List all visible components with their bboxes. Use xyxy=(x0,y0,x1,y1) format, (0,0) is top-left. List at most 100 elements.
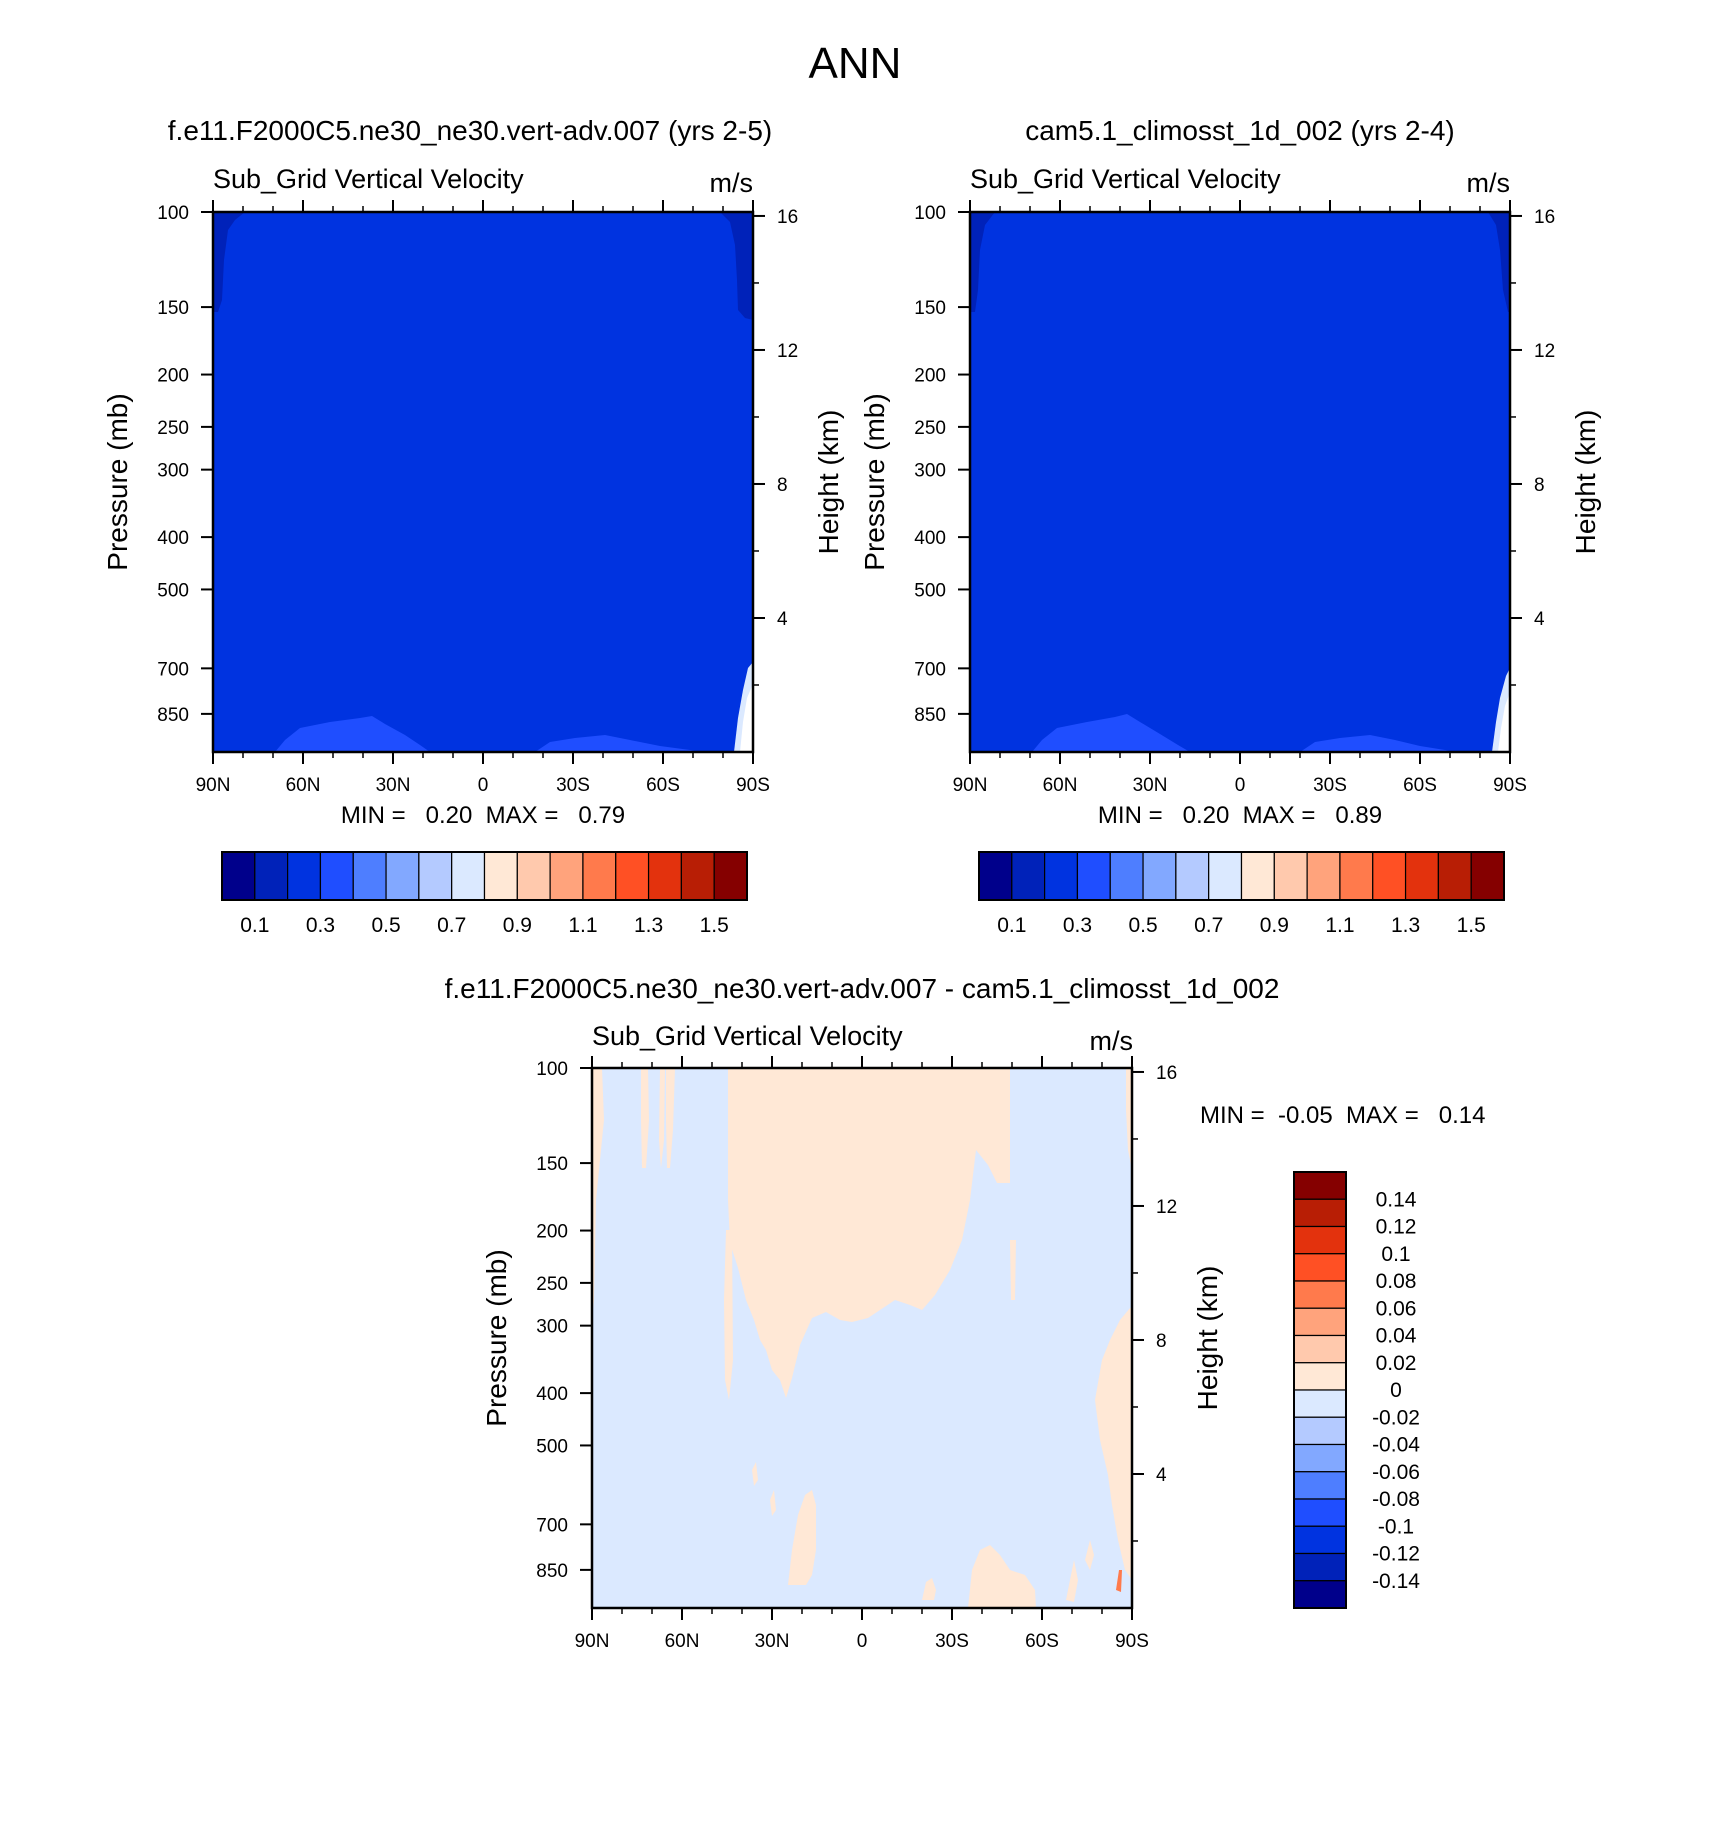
colorbar-label: 1.5 xyxy=(1457,914,1486,937)
x-tick-label: 90N xyxy=(953,775,988,796)
colorbar-swatch xyxy=(978,851,1013,901)
plot-area: 90N 60N 30N 0 30S 60S 90S 100 150 200 250 300 400 500… xyxy=(157,200,798,796)
colorbar-frame xyxy=(978,851,1505,901)
colorbar-label: -0.04 xyxy=(1372,1434,1420,1457)
colorbar-label: 0.9 xyxy=(503,914,532,937)
y-tick-label: 100 xyxy=(914,203,946,224)
y2-tick-label: 16 xyxy=(1156,1063,1177,1084)
colorbar-swatch xyxy=(1293,1307,1347,1337)
colorbar-label: 1.1 xyxy=(1325,914,1354,937)
colorbar-label: 0.1 xyxy=(997,914,1026,937)
x-tick-label: 60S xyxy=(646,775,680,796)
colorbar-swatch xyxy=(287,851,322,901)
y-tick-label: 500 xyxy=(536,1436,568,1457)
colorbar-swatch xyxy=(1293,1253,1347,1282)
y-tick-label: 700 xyxy=(157,659,189,680)
y2-tick-label: 8 xyxy=(777,475,788,496)
colorbar-swatch xyxy=(1293,1280,1347,1309)
colorbar-label: 0.14 xyxy=(1376,1188,1417,1211)
colorbar-swatch xyxy=(1339,851,1374,901)
colorbar-label: 0.12 xyxy=(1376,1216,1417,1239)
colorbar-label: 0 xyxy=(1390,1379,1402,1402)
panel-difference: f.e11.F2000C5.ne30_ne30.vert-adv.007 - c… xyxy=(445,973,1486,1652)
colorbar-label: -0.02 xyxy=(1372,1406,1420,1429)
colorbar-swatch xyxy=(516,851,551,901)
y-tick-label: 200 xyxy=(914,366,946,387)
colorbar-swatch xyxy=(1470,851,1505,901)
positive-region-central xyxy=(728,1068,1010,1398)
strong-positive-spot xyxy=(1116,1570,1122,1592)
y-axis-label: Pressure (mb) xyxy=(481,1249,512,1426)
colorbar-swatch xyxy=(1076,851,1111,901)
polar-feature-south xyxy=(720,212,753,320)
y2-tick-label: 4 xyxy=(1156,1465,1167,1486)
y-tick-label: 850 xyxy=(157,705,189,726)
polar-feature-south-surface-inner xyxy=(1498,692,1510,752)
positive-blob-midlat-south xyxy=(1010,1240,1016,1300)
axes: 90N 60N 30N 0 30S 60S 90S 100 150 200 250 300 400 500… xyxy=(157,200,798,796)
y-tick-label: 700 xyxy=(914,659,946,680)
x-tick-label: 90N xyxy=(575,1631,610,1652)
colorbar-swatch xyxy=(483,851,518,901)
colorbar-swatch xyxy=(1306,851,1341,901)
colorbar-swatch xyxy=(1044,851,1079,901)
colorbar-swatch xyxy=(1293,1443,1347,1473)
colorbar: 0.1 0.3 0.5 0.7 0.9 1.1 1.3 1.5 xyxy=(221,851,748,937)
colorbar-swatch xyxy=(418,851,453,901)
y-tick-label: 700 xyxy=(536,1515,568,1536)
x-tick-label: 0 xyxy=(1235,775,1246,796)
y-tick-label: 300 xyxy=(536,1317,568,1338)
units-label: m/s xyxy=(1467,168,1511,198)
colorbar: 0.14 0.12 0.1 0.08 0.06 0.04 0.02 0 -0.02 -0.04 -0… xyxy=(1293,1171,1420,1609)
colorbar-label: -0.06 xyxy=(1372,1461,1420,1484)
colorbar-label: -0.08 xyxy=(1372,1488,1420,1511)
colorbar-swatch xyxy=(1240,851,1275,901)
positive-strip xyxy=(641,1068,649,1168)
y-tick-label: 300 xyxy=(157,461,189,482)
colorbar-swatch xyxy=(254,851,289,901)
colorbar-label: 1.3 xyxy=(1391,914,1420,937)
colorbar-swatch xyxy=(680,851,715,901)
colorbar-swatch xyxy=(647,851,682,901)
colorbar-label: 0.5 xyxy=(1128,914,1157,937)
panel-title: cam5.1_climosst_1d_002 (yrs 2-4) xyxy=(1025,115,1455,146)
colorbar-swatch xyxy=(1404,851,1439,901)
colorbar-frame xyxy=(221,851,748,901)
polar-feature-south-surface-inner xyxy=(740,684,753,752)
y-tick-label: 250 xyxy=(914,418,946,439)
colorbar-label: 0.9 xyxy=(1260,914,1289,937)
x-tick-label: 30N xyxy=(376,775,411,796)
x-tick-label: 60S xyxy=(1025,1631,1059,1652)
colorbar-frame xyxy=(1293,1171,1347,1609)
colorbar: 0.1 0.3 0.5 0.7 0.9 1.1 1.3 1.5 xyxy=(978,851,1505,937)
positive-blob-tropics-surface xyxy=(788,1490,816,1585)
colorbar-label: -0.1 xyxy=(1378,1515,1414,1538)
positive-strip xyxy=(666,1068,675,1168)
y2-axis-label: Height (km) xyxy=(1192,1266,1223,1411)
positive-blob-small xyxy=(922,1578,936,1600)
positive-blob-small xyxy=(1085,1540,1094,1570)
colorbar-label: 0.08 xyxy=(1376,1270,1417,1293)
positive-blob-subtropics-surface xyxy=(968,1545,1036,1608)
y-tick-label: 850 xyxy=(536,1561,568,1582)
positive-strip-upper xyxy=(1126,1068,1132,1170)
x-tick-label: 90S xyxy=(1493,775,1527,796)
y-tick-label: 250 xyxy=(157,418,189,439)
x-tick-label: 30S xyxy=(1313,775,1347,796)
colorbar-swatch xyxy=(1175,851,1210,901)
y-tick-label: 400 xyxy=(914,528,946,549)
panel-model1: f.e11.F2000C5.ne30_ne30.vert-adv.007 (yr… xyxy=(102,115,844,937)
panel-title: f.e11.F2000C5.ne30_ne30.vert-adv.007 (yr… xyxy=(168,115,772,146)
colorbar-swatch xyxy=(549,851,584,901)
positive-blob-south-surface xyxy=(1095,1308,1132,1580)
x-tick-label: 90S xyxy=(1115,1631,1149,1652)
panel-title: f.e11.F2000C5.ne30_ne30.vert-adv.007 - c… xyxy=(445,973,1280,1004)
min-max-label: MIN = -0.05 MAX = 0.14 xyxy=(1200,1102,1485,1129)
colorbar-swatch xyxy=(1293,1580,1347,1609)
y2-axis-label: Height (km) xyxy=(1570,410,1601,555)
x-tick-label: 0 xyxy=(478,775,489,796)
x-tick-label: 90S xyxy=(736,775,770,796)
colorbar-swatch xyxy=(1372,851,1407,901)
variable-label: Sub_Grid Vertical Velocity xyxy=(970,164,1281,194)
